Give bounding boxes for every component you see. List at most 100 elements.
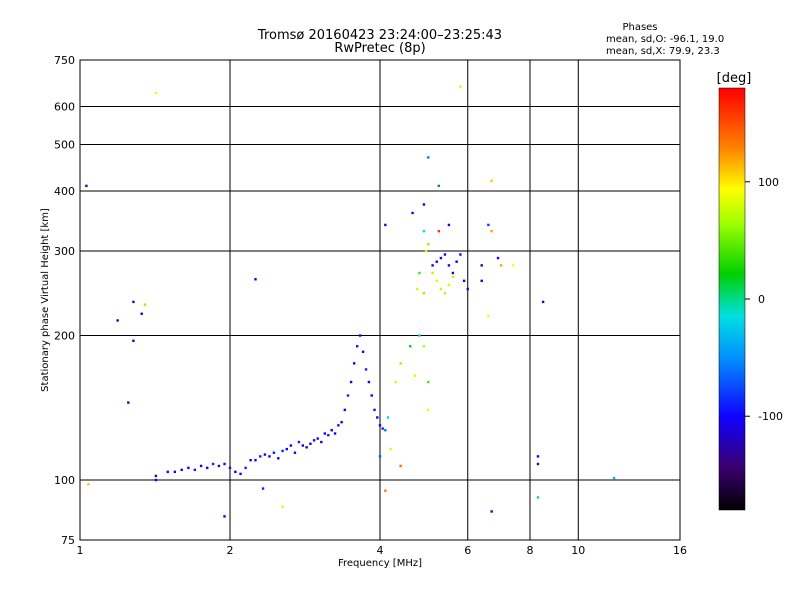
- data-point: [239, 472, 242, 476]
- data-point: [424, 249, 428, 253]
- data-point: [166, 470, 169, 474]
- data-point: [511, 264, 515, 267]
- data-point: [285, 447, 288, 451]
- data-point: [327, 433, 330, 437]
- data-point: [193, 468, 197, 472]
- data-point: [259, 455, 262, 458]
- data-point: [323, 432, 327, 435]
- data-point: [409, 345, 412, 348]
- data-point: [330, 429, 333, 432]
- data-point: [346, 394, 350, 397]
- data-point: [132, 300, 135, 304]
- data-point: [87, 483, 90, 486]
- data-point: [411, 211, 414, 215]
- y-tick-label: 300: [54, 245, 75, 258]
- data-point: [418, 271, 421, 275]
- data-point: [140, 312, 143, 315]
- data-point: [381, 427, 384, 430]
- x-tick-label: 8: [527, 544, 534, 557]
- data-point: [223, 462, 226, 466]
- data-point: [490, 229, 493, 233]
- data-point: [384, 489, 387, 492]
- data-point: [439, 256, 443, 260]
- grid: [80, 60, 680, 540]
- data-point: [293, 451, 297, 454]
- data-point: [422, 292, 426, 295]
- data-point: [309, 442, 312, 445]
- data-point: [455, 260, 458, 263]
- data-point: [173, 470, 177, 474]
- data-point: [187, 466, 190, 470]
- y-axis-label: Stationary phase Virtual Height [km]: [40, 208, 51, 392]
- data-point: [399, 464, 402, 468]
- data-point: [462, 279, 466, 283]
- data-point: [199, 464, 203, 468]
- data-point: [451, 271, 455, 275]
- data-point: [443, 253, 447, 256]
- x-tick-label: 4: [377, 544, 384, 557]
- data-points: [85, 85, 616, 518]
- data-point: [427, 380, 430, 384]
- data-point: [490, 510, 493, 513]
- data-point: [358, 334, 362, 337]
- y-tick-label: 100: [54, 474, 75, 487]
- data-point: [349, 380, 353, 384]
- x-tick-label: 2: [227, 544, 234, 557]
- chart-title: Tromsø 20160423 23:24:00–23:25:43: [257, 28, 502, 43]
- data-point: [394, 380, 397, 384]
- y-axis: 75 100 200 300 400 500 600 750: [54, 54, 75, 547]
- data-point: [459, 85, 462, 88]
- data-point: [343, 408, 347, 412]
- data-point: [205, 466, 209, 470]
- data-point: [384, 429, 387, 432]
- data-point: [422, 345, 426, 348]
- colorbar: [718, 87, 746, 511]
- data-point: [154, 91, 158, 95]
- data-point: [254, 278, 257, 281]
- y-tick-label: 400: [54, 185, 75, 198]
- data-point: [431, 271, 434, 275]
- data-point: [536, 462, 540, 466]
- data-point: [427, 408, 430, 412]
- data-point: [373, 408, 376, 412]
- data-point: [297, 440, 301, 444]
- data-point: [154, 478, 158, 482]
- y-tick-label: 500: [54, 139, 75, 152]
- data-point: [305, 446, 308, 449]
- colorbar-tick-label: 0: [758, 293, 765, 306]
- data-point: [337, 424, 340, 427]
- data-point: [301, 444, 305, 447]
- x-tick-label: 6: [464, 544, 471, 557]
- data-point: [364, 368, 368, 371]
- data-point: [399, 362, 402, 365]
- colorbar-label: [deg]: [717, 71, 752, 86]
- data-point: [254, 458, 257, 462]
- data-point: [154, 474, 158, 478]
- data-point: [427, 156, 430, 159]
- data-point: [487, 223, 490, 227]
- data-point: [277, 457, 280, 460]
- data-point: [541, 300, 545, 304]
- colorbar-ticks: 100 0 -100: [745, 176, 783, 423]
- data-point: [418, 334, 421, 337]
- stats-line-o: mean, sd,O: -96.1, 19.0: [606, 34, 724, 45]
- chart-subtitle: RwPretec (8p): [334, 41, 425, 56]
- data-point: [431, 264, 434, 267]
- data-point: [422, 229, 426, 233]
- x-axis: 1 2 4 6 8 10 16: [77, 544, 688, 557]
- data-point: [435, 279, 438, 283]
- data-point: [413, 374, 417, 377]
- x-axis-label: Frequency [MHz]: [338, 558, 422, 569]
- data-point: [437, 184, 441, 188]
- data-point: [228, 466, 232, 470]
- y-tick-label: 600: [54, 101, 75, 114]
- data-point: [333, 432, 337, 435]
- data-point: [437, 229, 441, 233]
- data-point: [127, 401, 130, 404]
- data-point: [370, 394, 373, 397]
- y-tick-label: 75: [61, 534, 75, 547]
- data-point: [355, 345, 359, 348]
- data-point: [439, 287, 443, 291]
- data-point: [376, 416, 379, 419]
